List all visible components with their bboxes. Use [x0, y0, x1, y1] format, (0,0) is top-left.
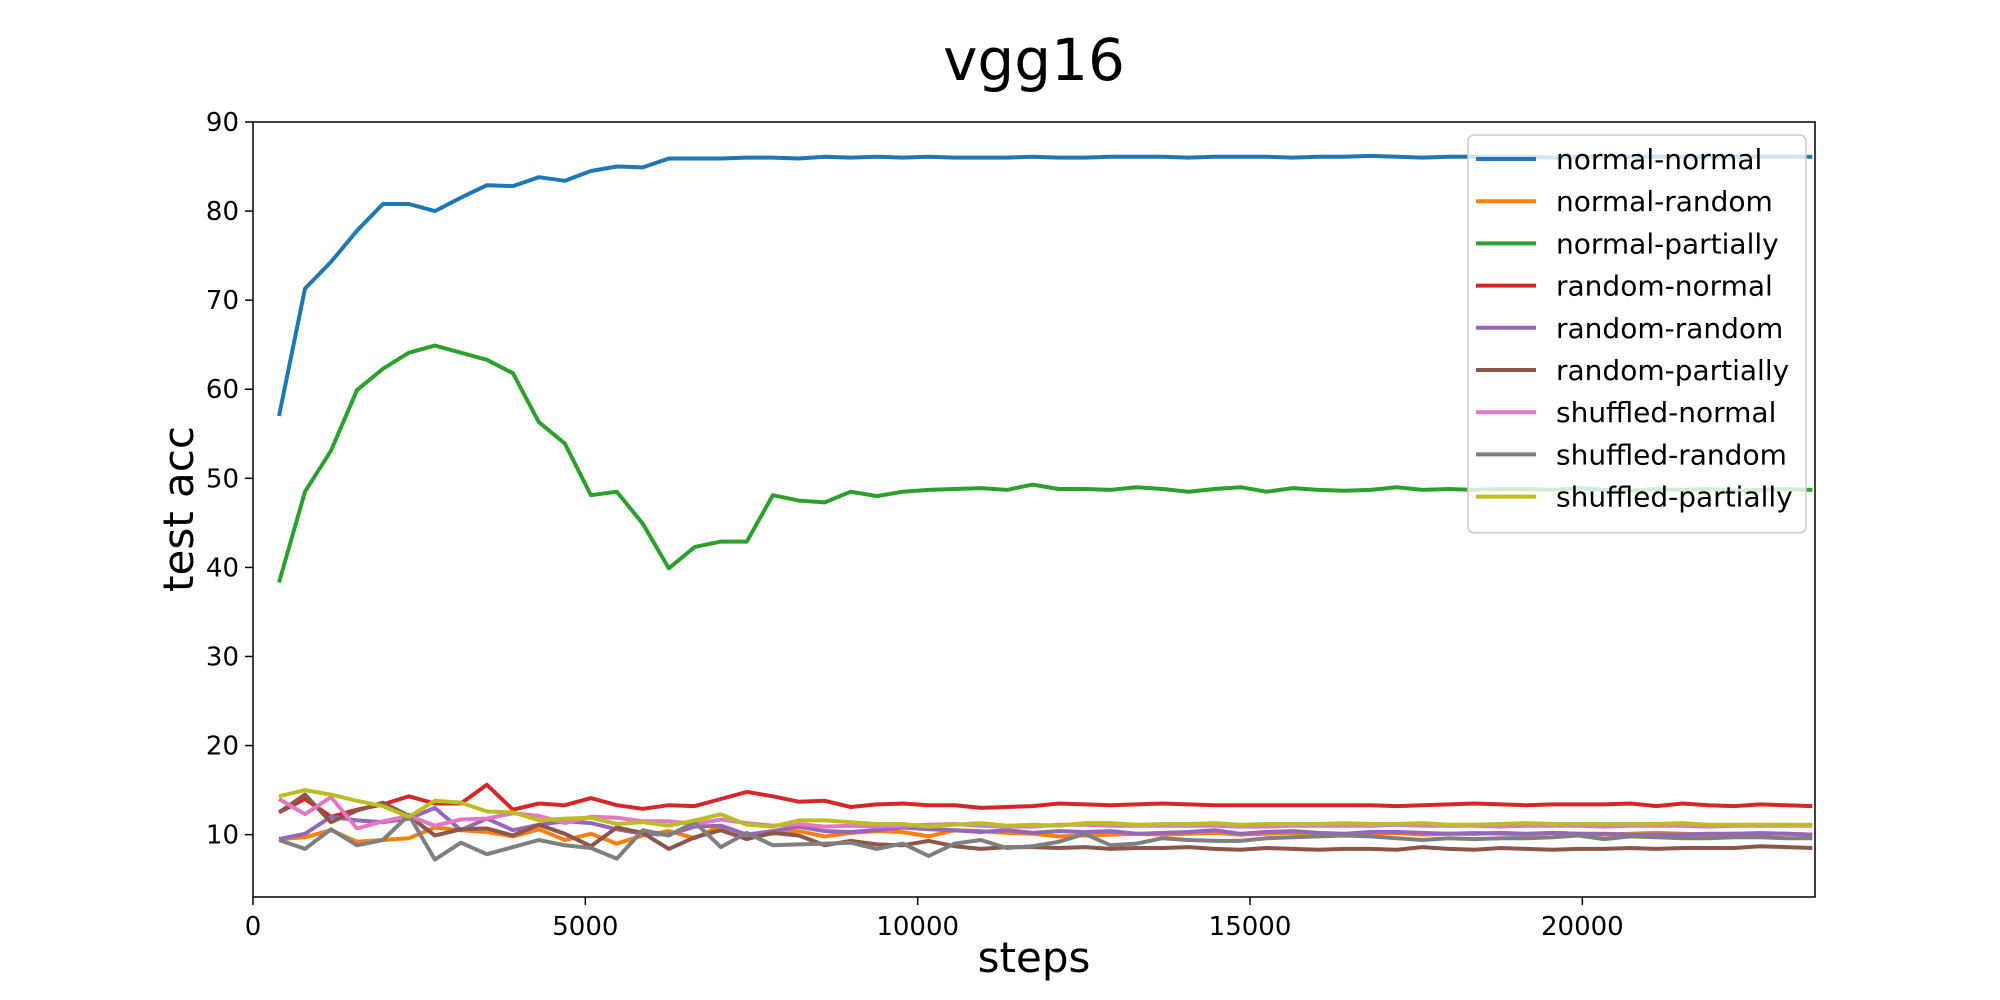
legend: normal-normal normal-random normal-partial…	[1467, 134, 1807, 534]
y-tick-label: 60	[206, 375, 239, 405]
x-tick-label: 20000	[1541, 912, 1624, 942]
legend-box	[1467, 134, 1807, 534]
series-line-shuffled-partially	[278, 788, 1813, 829]
legend-label: random-normal	[1556, 270, 1773, 303]
y-tick-label: 50	[206, 464, 239, 494]
chart-title: vgg16	[943, 26, 1125, 94]
legend-label: shuffled-normal	[1556, 396, 1776, 429]
x-tick-label: 10000	[876, 912, 959, 942]
y-tick-label: 40	[206, 553, 239, 583]
y-axis-title: test acc	[154, 426, 203, 592]
legend-label: normal-partially	[1556, 227, 1779, 260]
series-line-shuffled-random	[278, 813, 1813, 862]
legend-label: normal-random	[1556, 185, 1773, 218]
x-tick-label: 0	[245, 912, 262, 942]
y-tick-label: 80	[206, 197, 239, 227]
legend-label: random-partially	[1556, 354, 1789, 387]
x-tick-label: 15000	[1209, 912, 1292, 942]
series-line-random-partially	[277, 792, 1813, 852]
y-tick-label: 30	[206, 642, 239, 672]
x-tick-label: 5000	[552, 912, 618, 942]
y-tick-label: 70	[206, 286, 239, 316]
legend-label: shuffled-random	[1556, 438, 1787, 471]
legend-label: shuffled-partially	[1556, 481, 1793, 514]
legend-label: random-random	[1556, 312, 1783, 345]
x-axis-title: steps	[978, 933, 1091, 982]
plot-frame	[252, 121, 1816, 898]
axes: 0 5000 10000 15000 20000 10 20 30 40 50 60 70 80 90	[206, 108, 1624, 942]
legend-label: normal-normal	[1556, 143, 1762, 176]
y-tick-label: 10	[206, 821, 239, 851]
y-tick-label: 20	[206, 732, 239, 762]
series-line-random-normal	[278, 782, 1813, 819]
y-tick-label: 90	[206, 108, 239, 138]
